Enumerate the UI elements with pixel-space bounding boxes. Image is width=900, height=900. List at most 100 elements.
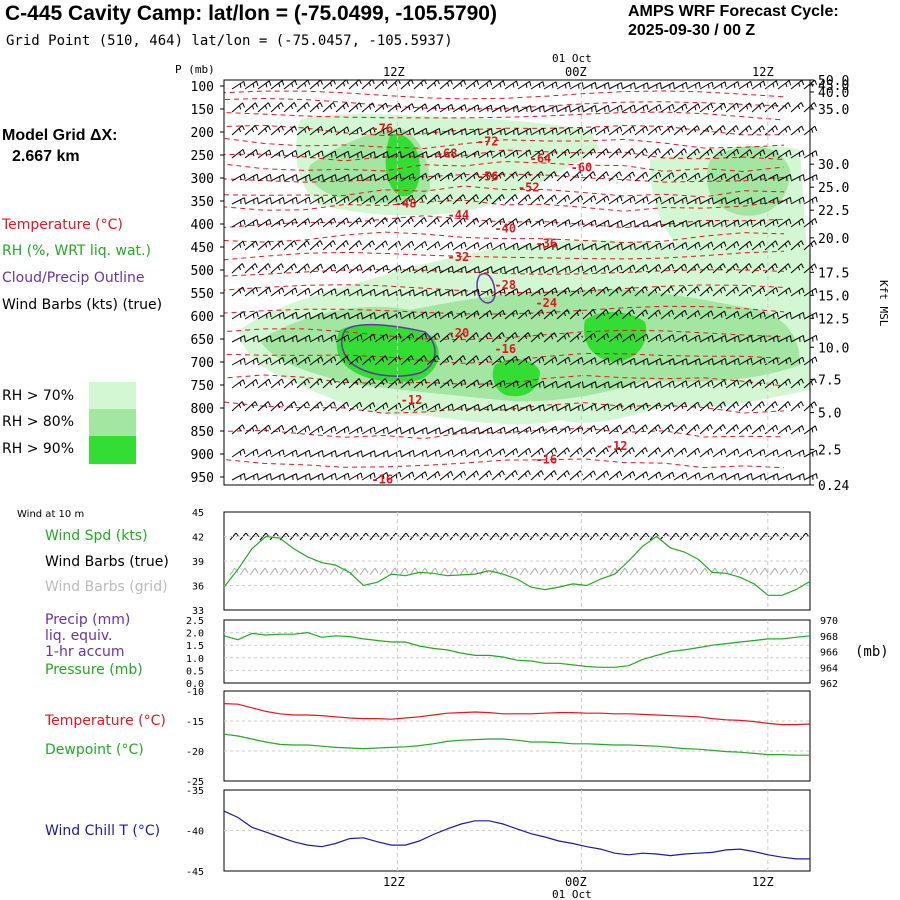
wind-barb-flag: [371, 240, 375, 246]
wind-barb-staff: [309, 334, 323, 343]
wind-barb-flag: [308, 174, 311, 181]
wind-barb-flag: [594, 82, 597, 88]
wind-barb-flag: [594, 381, 597, 388]
wind-barb-flag: [332, 240, 336, 246]
wind-barb-staff: [439, 332, 451, 343]
wind-barb-flag: [737, 358, 740, 364]
wind-barb-staff: [387, 378, 399, 389]
wind-barb-flag: [672, 196, 675, 203]
wind-barb-flag: [476, 310, 480, 316]
wind-barb-flag: [620, 82, 623, 88]
wind-barb-staff: [790, 401, 802, 412]
rh90-center-core: [492, 359, 540, 397]
wind-barb-flag: [707, 450, 710, 456]
wind-barb-flag: [451, 151, 454, 157]
wind-barb-flag: [527, 470, 531, 476]
wind-barb-flag: [438, 266, 441, 272]
wind-barb-flag: [550, 174, 554, 179]
wind-barb-staff: [764, 102, 776, 113]
wind-barb-flag: [811, 428, 814, 433]
wind-barb-flag: [802, 450, 805, 456]
wind-barb-flag: [369, 267, 372, 272]
wind-barb-flag: [642, 267, 645, 272]
wind-barb-flag: [763, 357, 766, 364]
pressure-tick-label: 500: [191, 264, 214, 279]
wind-barb-staff: [595, 171, 607, 182]
wind-barb-flag: [542, 81, 545, 87]
surface-barb-grid: [309, 567, 316, 576]
surface-barb-true-flag: [795, 532, 800, 538]
wind-barb-flag: [345, 240, 349, 246]
wind-barb-flag: [238, 128, 242, 133]
wind-barb-staff: [361, 312, 375, 320]
wind-barb-flag: [329, 243, 333, 248]
wind-barb-flag: [581, 105, 584, 111]
wind-barb-staff: [686, 286, 698, 297]
wind-barb-flag: [451, 449, 454, 455]
wind-barb-staff: [439, 310, 452, 320]
wind-barb-flag: [386, 173, 389, 180]
wind-barb-staff: [582, 403, 596, 412]
wind-barb-staff: [530, 447, 543, 458]
wind-barb-flag: [620, 195, 623, 202]
wind-barb-flag: [239, 175, 242, 181]
wind-barb-flag: [553, 470, 557, 476]
wind-barb-flag: [564, 359, 567, 364]
wind-barb-staff: [751, 335, 765, 343]
wind-barb-staff: [647, 358, 661, 366]
wind-barb-flag: [514, 194, 518, 200]
wind-barb-flag: [381, 243, 385, 248]
wind-barb-flag: [373, 426, 376, 433]
wind-barb-staff: [725, 310, 738, 320]
height-tick-label: 7.5: [818, 373, 841, 388]
wind-barb-flag: [706, 128, 710, 133]
wind-barb-flag: [698, 82, 701, 88]
wind-barb-flag: [528, 356, 532, 362]
wind-barb-flag: [658, 172, 662, 178]
wind-barb-staff: [387, 289, 401, 297]
wind-barb-flag: [412, 151, 415, 158]
pressure-tick-label: 850: [191, 425, 214, 440]
wind-barb-flag: [668, 174, 671, 180]
wind-barb-flag: [628, 289, 632, 294]
wind-barb-staff: [764, 80, 777, 90]
wind-barb-staff: [738, 80, 751, 90]
wind-barb-flag: [511, 174, 515, 179]
wind-barb-flag: [802, 197, 805, 203]
wind-barb-flag: [697, 148, 700, 154]
temperature-contour: [223, 161, 785, 172]
wind-barb-flag: [437, 471, 441, 477]
wind-barb-flag: [750, 219, 753, 225]
wind-barb-flag: [255, 240, 259, 246]
wind-barb-flag: [473, 313, 476, 318]
wind-chill-y-axis: -35-40-45: [186, 786, 204, 878]
wind-barb-flag: [503, 288, 506, 295]
wind-barb-flag: [785, 152, 788, 157]
wind-barb-flag: [464, 449, 467, 455]
wind-barb-flag: [694, 450, 697, 455]
wind-barb-flag: [555, 219, 558, 225]
pressure-axis-label: P (mb): [175, 63, 215, 76]
wind-barb-staff: [504, 426, 518, 435]
wind-barb-staff: [231, 80, 245, 90]
wind-barb-flag: [581, 404, 584, 410]
wind-barb-staff: [738, 286, 751, 297]
wind-barb-flag: [434, 175, 437, 180]
wind-barb-flag: [814, 79, 818, 85]
wind-barb-flag: [762, 379, 766, 385]
wind-barb-staff: [634, 380, 648, 389]
surface-barb-grid: [749, 567, 756, 576]
wind-barb-flag: [498, 473, 502, 478]
wind-barb-staff: [400, 333, 413, 343]
wind-barb-flag: [425, 311, 428, 318]
surface-barb-true-flag: [585, 532, 590, 538]
wind-barb-flag: [304, 220, 307, 226]
wind-barb-flag: [538, 83, 541, 89]
wind-barb-flag: [368, 220, 372, 225]
temperature-contour-label: -16: [371, 473, 393, 487]
wind-barb-staff: [595, 126, 608, 136]
wind-barb-staff: [712, 148, 725, 159]
wind-barb-flag: [775, 424, 779, 430]
wind-barb-flag: [251, 427, 255, 432]
wind-barb-staff: [777, 378, 789, 389]
